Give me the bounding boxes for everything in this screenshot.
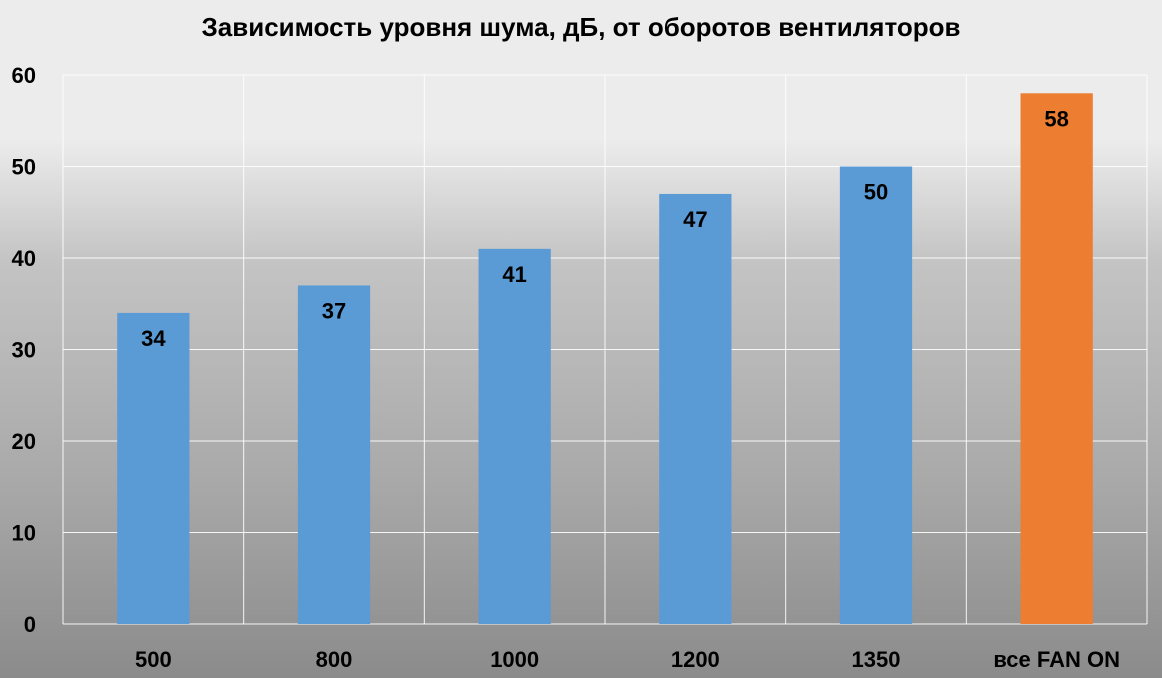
y-tick-label: 0 [24,612,36,637]
y-tick-label: 20 [12,429,36,454]
bar [117,312,190,624]
bar [1020,93,1093,625]
x-category-label: все FAN ON [993,647,1120,672]
data-label: 50 [864,180,888,205]
bar [839,166,913,624]
data-label: 34 [141,326,166,351]
y-tick-label: 10 [12,521,36,546]
x-axis-categories: 500 800 1000 1200 1350 все FAN ON [135,647,1120,672]
x-category-label: 1000 [490,647,539,672]
bar [478,248,551,624]
y-tick-label: 40 [12,246,36,271]
y-tick-label: 60 [12,63,36,88]
data-label: 47 [683,207,707,232]
bar [297,285,371,624]
data-labels: 34 37 41 47 50 58 [141,106,1069,351]
bar [659,193,732,624]
y-tick-label: 50 [12,155,36,180]
x-category-label: 1200 [671,647,720,672]
x-category-label: 800 [316,647,353,672]
y-axis-ticks: 0 10 20 30 40 50 60 [12,63,36,637]
data-label: 58 [1044,106,1068,131]
chart-title: Зависимость уровня шума, дБ, от оборотов… [201,12,961,42]
y-tick-label: 30 [12,338,36,363]
x-category-label: 500 [135,647,172,672]
grid-lines [62,74,1148,625]
x-category-label: 1350 [852,647,901,672]
bars [117,93,1093,625]
data-label: 41 [502,262,526,287]
data-label: 37 [322,298,346,323]
